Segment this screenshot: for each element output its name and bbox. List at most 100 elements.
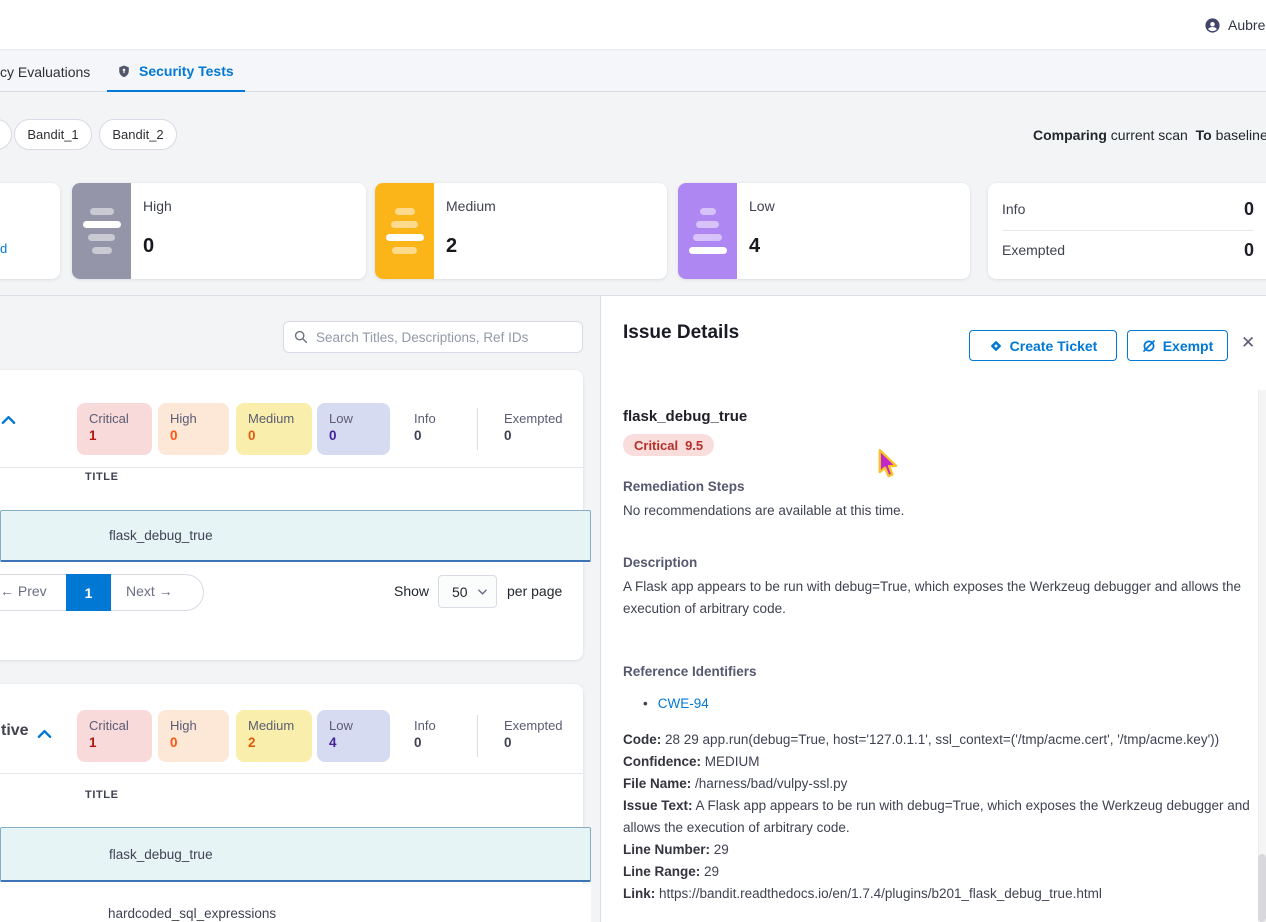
tab-bar <box>0 51 1266 92</box>
section2-row-hardcoded-sql-expressions[interactable]: hardcoded_sql_expressions <box>0 884 591 922</box>
section1-pill-info[interactable]: Info 0 <box>402 403 464 455</box>
severity-card-low: Low 4 <box>678 183 970 279</box>
exempt-button[interactable]: Exempt <box>1127 330 1228 361</box>
section2-pill-critical[interactable]: Critical 1 <box>77 710 152 762</box>
field-link: Link: https://bandit.readthedocs.io/en/1… <box>623 883 1257 905</box>
create-ticket-button[interactable]: Create Ticket <box>969 330 1117 361</box>
active-tab-underline <box>107 90 245 92</box>
medium-card-label: Medium <box>446 198 496 214</box>
field-issue-text: Issue Text: A Flask app appears to be ru… <box>623 795 1257 839</box>
top-bar <box>0 0 1266 50</box>
content-top-divider <box>0 295 1266 296</box>
severity-score: 9.5 <box>685 437 704 453</box>
pill-label: Exempted <box>504 718 563 733</box>
chip-label: Bandit_2 <box>112 127 164 142</box>
field-value: /harness/bad/vulpy-ssl.py <box>695 776 848 791</box>
page-1-button[interactable]: 1 <box>66 574 111 611</box>
ticket-diamond-icon <box>989 339 1003 353</box>
section1-column-title: TITLE <box>85 471 119 483</box>
section2-pill-high[interactable]: High 0 <box>158 710 229 762</box>
section2-column-title: TITLE <box>85 789 119 801</box>
pill-value: 4 <box>329 735 337 750</box>
description-text: A Flask app appears to be run with debug… <box>623 579 1242 616</box>
partial-link-fragment[interactable]: d <box>0 241 8 256</box>
user-menu[interactable]: Aubre <box>1204 14 1266 36</box>
comparing-value: current scan <box>1110 127 1188 143</box>
section2-pill-low[interactable]: Low 4 <box>317 710 390 762</box>
section1-pill-medium[interactable]: Medium 0 <box>236 403 312 455</box>
field-label: Code: <box>623 732 662 747</box>
scan-chip-bandit-1[interactable]: Bandit_1 <box>14 119 92 150</box>
low-card-label: Low <box>749 198 775 214</box>
field-value: 29 <box>713 842 729 857</box>
section2-row-flask-debug-true[interactable]: flask_debug_true <box>0 827 591 882</box>
next-page-button[interactable]: Next → <box>126 583 173 599</box>
pill-value: 0 <box>170 428 178 443</box>
card-row-divider <box>1002 230 1254 231</box>
medium-severity-icon <box>375 183 434 279</box>
high-severity-icon <box>72 183 131 279</box>
issue-search <box>283 321 583 353</box>
section1-pill-high[interactable]: High 0 <box>158 403 229 455</box>
tab-security-tests[interactable]: Security Tests <box>117 63 234 79</box>
comparing-status: Comparing current scan To baseline <box>1033 127 1266 143</box>
section1-pill-critical[interactable]: Critical 1 <box>77 403 152 455</box>
scrollbar-thumb[interactable] <box>1258 854 1266 922</box>
severity-card-info-exempted: Info 0 Exempted 0 <box>988 183 1266 279</box>
pill-group-divider <box>477 408 478 450</box>
pill-value: 1 <box>89 735 97 750</box>
search-input[interactable] <box>316 329 572 345</box>
issue-title: flask_debug_true <box>623 408 748 425</box>
section1-pill-low[interactable]: Low 0 <box>317 403 390 455</box>
field-line-number: Line Number: 29 <box>623 839 1257 861</box>
scan-chip-partial[interactable] <box>0 119 12 150</box>
field-label: File Name: <box>623 776 692 791</box>
pill-label: Critical <box>89 411 129 426</box>
info-value: 0 <box>1243 199 1254 219</box>
info-label: Info <box>1002 201 1026 217</box>
to-value[interactable]: baseline <box>1215 127 1266 143</box>
field-value: 28 29 app.run(debug=True, host='127.0.1.… <box>665 732 1220 747</box>
prev-page-button[interactable]: ← Prev <box>0 583 47 599</box>
page-size-value: 50 <box>452 583 468 600</box>
user-name: Aubre <box>1228 17 1266 33</box>
field-label: Link: <box>623 886 656 901</box>
chevron-down-icon <box>478 588 487 595</box>
scan-chip-bandit-2[interactable]: Bandit_2 <box>99 119 177 150</box>
field-code: Code: 28 29 app.run(debug=True, host='12… <box>623 729 1257 751</box>
high-card-label: High <box>143 198 172 214</box>
tab-policy-evaluations[interactable]: cy Evaluations <box>0 64 91 80</box>
section2-pill-exempted[interactable]: Exempted 0 <box>492 710 572 762</box>
mouse-cursor <box>876 449 902 484</box>
to-label: To <box>1195 127 1212 143</box>
description-heading: Description <box>623 555 698 570</box>
page-size-select[interactable]: 50 <box>438 575 497 608</box>
severity-badge-label: Critical <box>634 437 679 453</box>
field-label: Confidence: <box>623 754 702 769</box>
section1-pill-exempted[interactable]: Exempted 0 <box>492 403 572 455</box>
remediation-heading: Remediation Steps <box>623 479 745 494</box>
severity-card-high: High 0 <box>72 183 366 279</box>
section2-title-fragment: tive <box>1 722 29 739</box>
user-avatar-icon <box>1204 17 1221 34</box>
show-label: Show <box>394 583 430 599</box>
low-card-value: 4 <box>749 235 761 257</box>
pill-label: Info <box>414 718 436 733</box>
bullet-dot: • <box>643 696 648 711</box>
field-value: MEDIUM <box>704 754 760 769</box>
section1-row-flask-debug-true[interactable]: flask_debug_true <box>0 510 591 562</box>
per-page-label: per page <box>507 583 563 599</box>
scrollbar-track[interactable] <box>1258 390 1266 922</box>
severity-card-medium: Medium 2 <box>375 183 667 279</box>
section1-collapse-chevron-icon[interactable] <box>1 412 16 430</box>
create-ticket-label: Create Ticket <box>1009 337 1098 354</box>
section2-pill-info[interactable]: Info 0 <box>402 710 464 762</box>
pill-label: Medium <box>248 411 295 426</box>
field-value: 29 <box>704 864 720 879</box>
cwe-link[interactable]: CWE-94 <box>657 696 709 711</box>
issue-row-title: flask_debug_true <box>109 846 213 862</box>
section2-collapse-chevron-icon[interactable] <box>37 726 52 744</box>
exempt-eye-off-icon <box>1142 339 1156 353</box>
section2-pill-medium[interactable]: Medium 2 <box>236 710 312 762</box>
close-icon[interactable]: ✕ <box>1241 333 1256 352</box>
